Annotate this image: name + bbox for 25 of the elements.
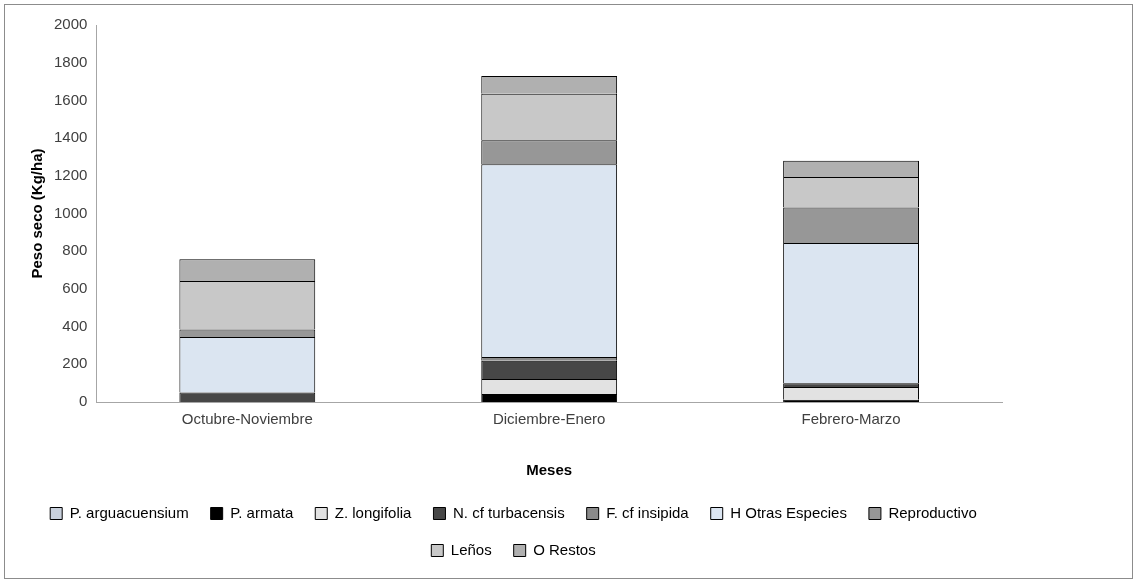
x-tick-label: Octubre-Noviembre bbox=[181, 410, 313, 428]
x-tick-label: Febrero-Marzo bbox=[801, 410, 901, 428]
y-tick-label: 600 bbox=[62, 279, 88, 297]
y-tick-label: 800 bbox=[62, 241, 88, 259]
legend-label: P. arguacuensium bbox=[69, 503, 189, 521]
legend-label: H Otras Especies bbox=[730, 503, 847, 521]
legend-label: O Restos bbox=[533, 540, 596, 558]
y-tick-label: 400 bbox=[62, 316, 88, 334]
y-tick-label: 200 bbox=[62, 354, 88, 372]
y-axis-title: Peso seco (Kg/ha) bbox=[28, 148, 46, 279]
y-tick-label: 1400 bbox=[53, 128, 88, 146]
y-tick-label: 1200 bbox=[53, 165, 88, 183]
y-tick-label: 2000 bbox=[53, 15, 88, 33]
y-tick-label: 1600 bbox=[53, 90, 88, 108]
legend-label: Leños bbox=[450, 540, 492, 558]
legend-label: N. cf turbacensis bbox=[452, 503, 565, 521]
y-tick-label: 0 bbox=[79, 392, 88, 410]
legend-label: P. armata bbox=[230, 503, 294, 521]
legend-label: Z. longifolia bbox=[334, 503, 413, 521]
x-tick-label: Diciembre-Enero bbox=[492, 410, 606, 428]
legend-label: Reproductivo bbox=[888, 503, 977, 521]
x-axis-title: Meses bbox=[526, 461, 573, 479]
legend-label: F. cf insipida bbox=[606, 503, 690, 521]
y-tick-label: 1800 bbox=[53, 52, 88, 70]
y-tick-label: 1000 bbox=[53, 203, 88, 221]
